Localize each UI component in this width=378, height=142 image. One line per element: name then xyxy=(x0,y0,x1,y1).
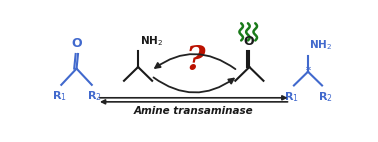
FancyArrowPatch shape xyxy=(153,77,234,92)
Text: O: O xyxy=(243,35,254,48)
Text: O: O xyxy=(71,37,82,50)
Text: *: * xyxy=(305,66,310,76)
Text: R$_2$: R$_2$ xyxy=(318,90,333,104)
Text: NH$_2$: NH$_2$ xyxy=(139,34,163,48)
Text: Amine transaminase: Amine transaminase xyxy=(134,106,254,116)
FancyArrowPatch shape xyxy=(155,54,235,69)
Text: R$_1$: R$_1$ xyxy=(51,89,67,103)
FancyArrowPatch shape xyxy=(102,100,288,104)
Text: R$_2$: R$_2$ xyxy=(87,89,102,103)
Text: ?: ? xyxy=(186,44,205,77)
Text: R$_1$: R$_1$ xyxy=(284,90,299,104)
FancyArrowPatch shape xyxy=(100,96,286,100)
Text: NH$_2$: NH$_2$ xyxy=(310,38,333,52)
